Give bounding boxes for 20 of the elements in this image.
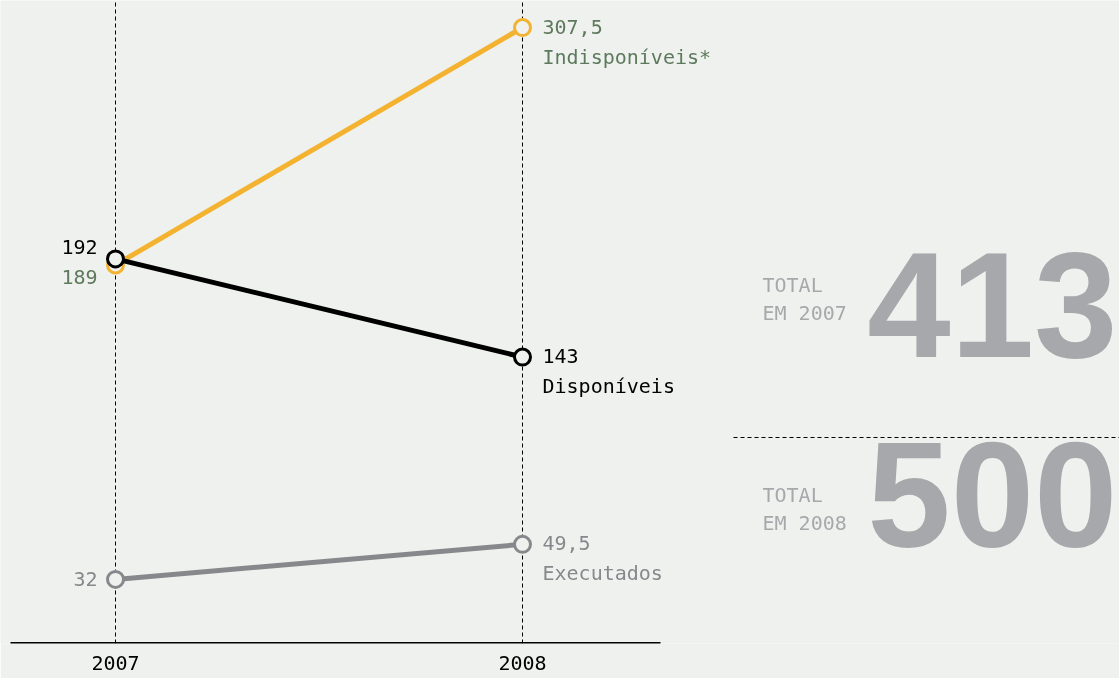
data-label: 189 [61,264,98,289]
point [513,347,532,367]
point [106,249,125,269]
text: 500 [867,410,1118,579]
series-label: Indisponíveis* [542,44,712,69]
series-label: Executados [542,561,663,586]
data-label: 307,5 [542,14,603,39]
point [106,569,125,589]
text: TOTAL EM 2007 [762,272,847,326]
data-label: 32 [73,567,98,592]
point [513,18,532,38]
data-label: 143 [542,344,579,369]
text: TOTAL EM 2008 [762,482,847,536]
data-label: 192 [61,234,98,259]
x-tick-label: 2007 [91,650,140,675]
series-label: Disponíveis [542,374,675,399]
x-tick-label: 2008 [498,650,547,675]
data-label: 49,5 [542,531,591,556]
text: 413 [867,220,1118,389]
point [513,534,532,554]
